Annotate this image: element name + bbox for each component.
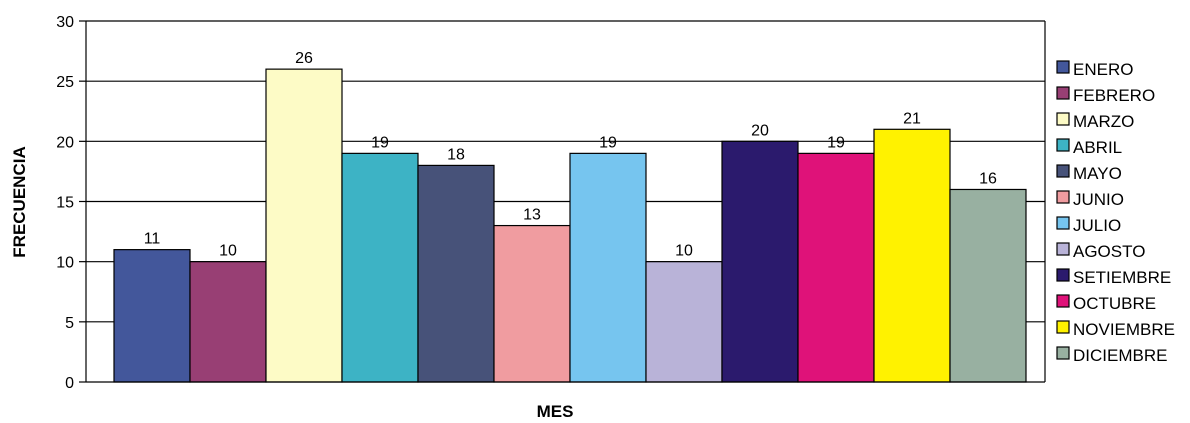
data-label-agosto: 10 — [675, 243, 693, 260]
bar-febrero — [189, 261, 267, 383]
legend-swatch-abril — [1056, 138, 1070, 152]
y-tick-labels: 0 5 10 15 20 25 30 — [56, 14, 74, 392]
data-label-marzo: 26 — [295, 50, 313, 67]
legend-swatch-marzo — [1056, 112, 1070, 126]
legend-label-noviembre: NOVIEMBRE — [1073, 320, 1175, 339]
legend-label-junio: JUNIO — [1073, 190, 1124, 209]
legend-swatch-febrero — [1056, 86, 1070, 100]
legend-label-enero: ENERO — [1073, 60, 1133, 79]
bars — [113, 68, 1027, 383]
legend-swatch-enero — [1056, 60, 1070, 74]
bar-junio — [493, 224, 571, 383]
bar-enero — [113, 249, 191, 383]
data-label-enero: 11 — [144, 231, 161, 248]
data-label-mayo: 18 — [447, 146, 465, 163]
y-tick-label: 15 — [56, 195, 74, 212]
x-axis-title: MES — [537, 402, 574, 421]
data-label-febrero: 10 — [219, 243, 237, 260]
legend-label-febrero: FEBRERO — [1073, 86, 1155, 105]
legend-swatch-junio — [1056, 190, 1070, 204]
y-tick-label: 20 — [56, 134, 74, 151]
data-label-junio: 13 — [523, 207, 541, 224]
legend-label-diciembre: DICIEMBRE — [1073, 346, 1167, 365]
y-tick-label: 30 — [56, 14, 74, 31]
legend-label-julio: JULIO — [1073, 216, 1121, 235]
legend-label-octubre: OCTUBRE — [1073, 294, 1156, 313]
legend-swatch-noviembre — [1056, 320, 1070, 334]
bar-octubre — [797, 152, 875, 383]
legend-label-abril: ABRIL — [1073, 138, 1122, 157]
legend-label-setiembre: SETIEMBRE — [1073, 268, 1171, 287]
data-label-octubre: 19 — [827, 134, 845, 151]
bar-julio — [569, 152, 647, 383]
y-axis-title: FRECUENCIA — [10, 146, 29, 257]
data-label-setiembre: 20 — [751, 122, 769, 139]
data-labels: 11 10 26 19 18 13 19 10 20 19 21 16 — [144, 50, 997, 260]
bar-agosto — [645, 261, 723, 383]
axes — [79, 20, 1046, 383]
data-label-julio: 19 — [599, 134, 617, 151]
legend-swatch-diciembre — [1056, 346, 1070, 360]
data-label-noviembre: 21 — [903, 110, 921, 127]
legend-swatch-setiembre — [1056, 268, 1070, 282]
legend: ENERO FEBRERO MARZO ABRIL MAYO JUNIO JULIO AGOS… — [1056, 60, 1175, 365]
y-tick-label: 25 — [56, 74, 74, 91]
legend-label-agosto: AGOSTO — [1073, 242, 1145, 261]
legend-label-marzo: MARZO — [1073, 112, 1134, 131]
bar-marzo — [265, 68, 343, 383]
bar-noviembre — [873, 128, 951, 383]
data-label-diciembre: 16 — [979, 170, 997, 187]
data-label-abril: 19 — [371, 134, 389, 151]
y-tick-label: 5 — [65, 315, 74, 332]
y-tick-label: 0 — [65, 375, 74, 392]
bar-mayo — [417, 164, 495, 383]
legend-swatch-julio — [1056, 216, 1070, 230]
bar-diciembre — [949, 188, 1027, 383]
legend-swatch-octubre — [1056, 294, 1070, 308]
legend-swatch-mayo — [1056, 164, 1070, 178]
legend-swatch-agosto — [1056, 242, 1070, 256]
legend-label-mayo: MAYO — [1073, 164, 1122, 183]
y-tick-label: 10 — [56, 255, 74, 272]
bar-setiembre — [721, 140, 799, 383]
bar-abril — [341, 152, 419, 383]
